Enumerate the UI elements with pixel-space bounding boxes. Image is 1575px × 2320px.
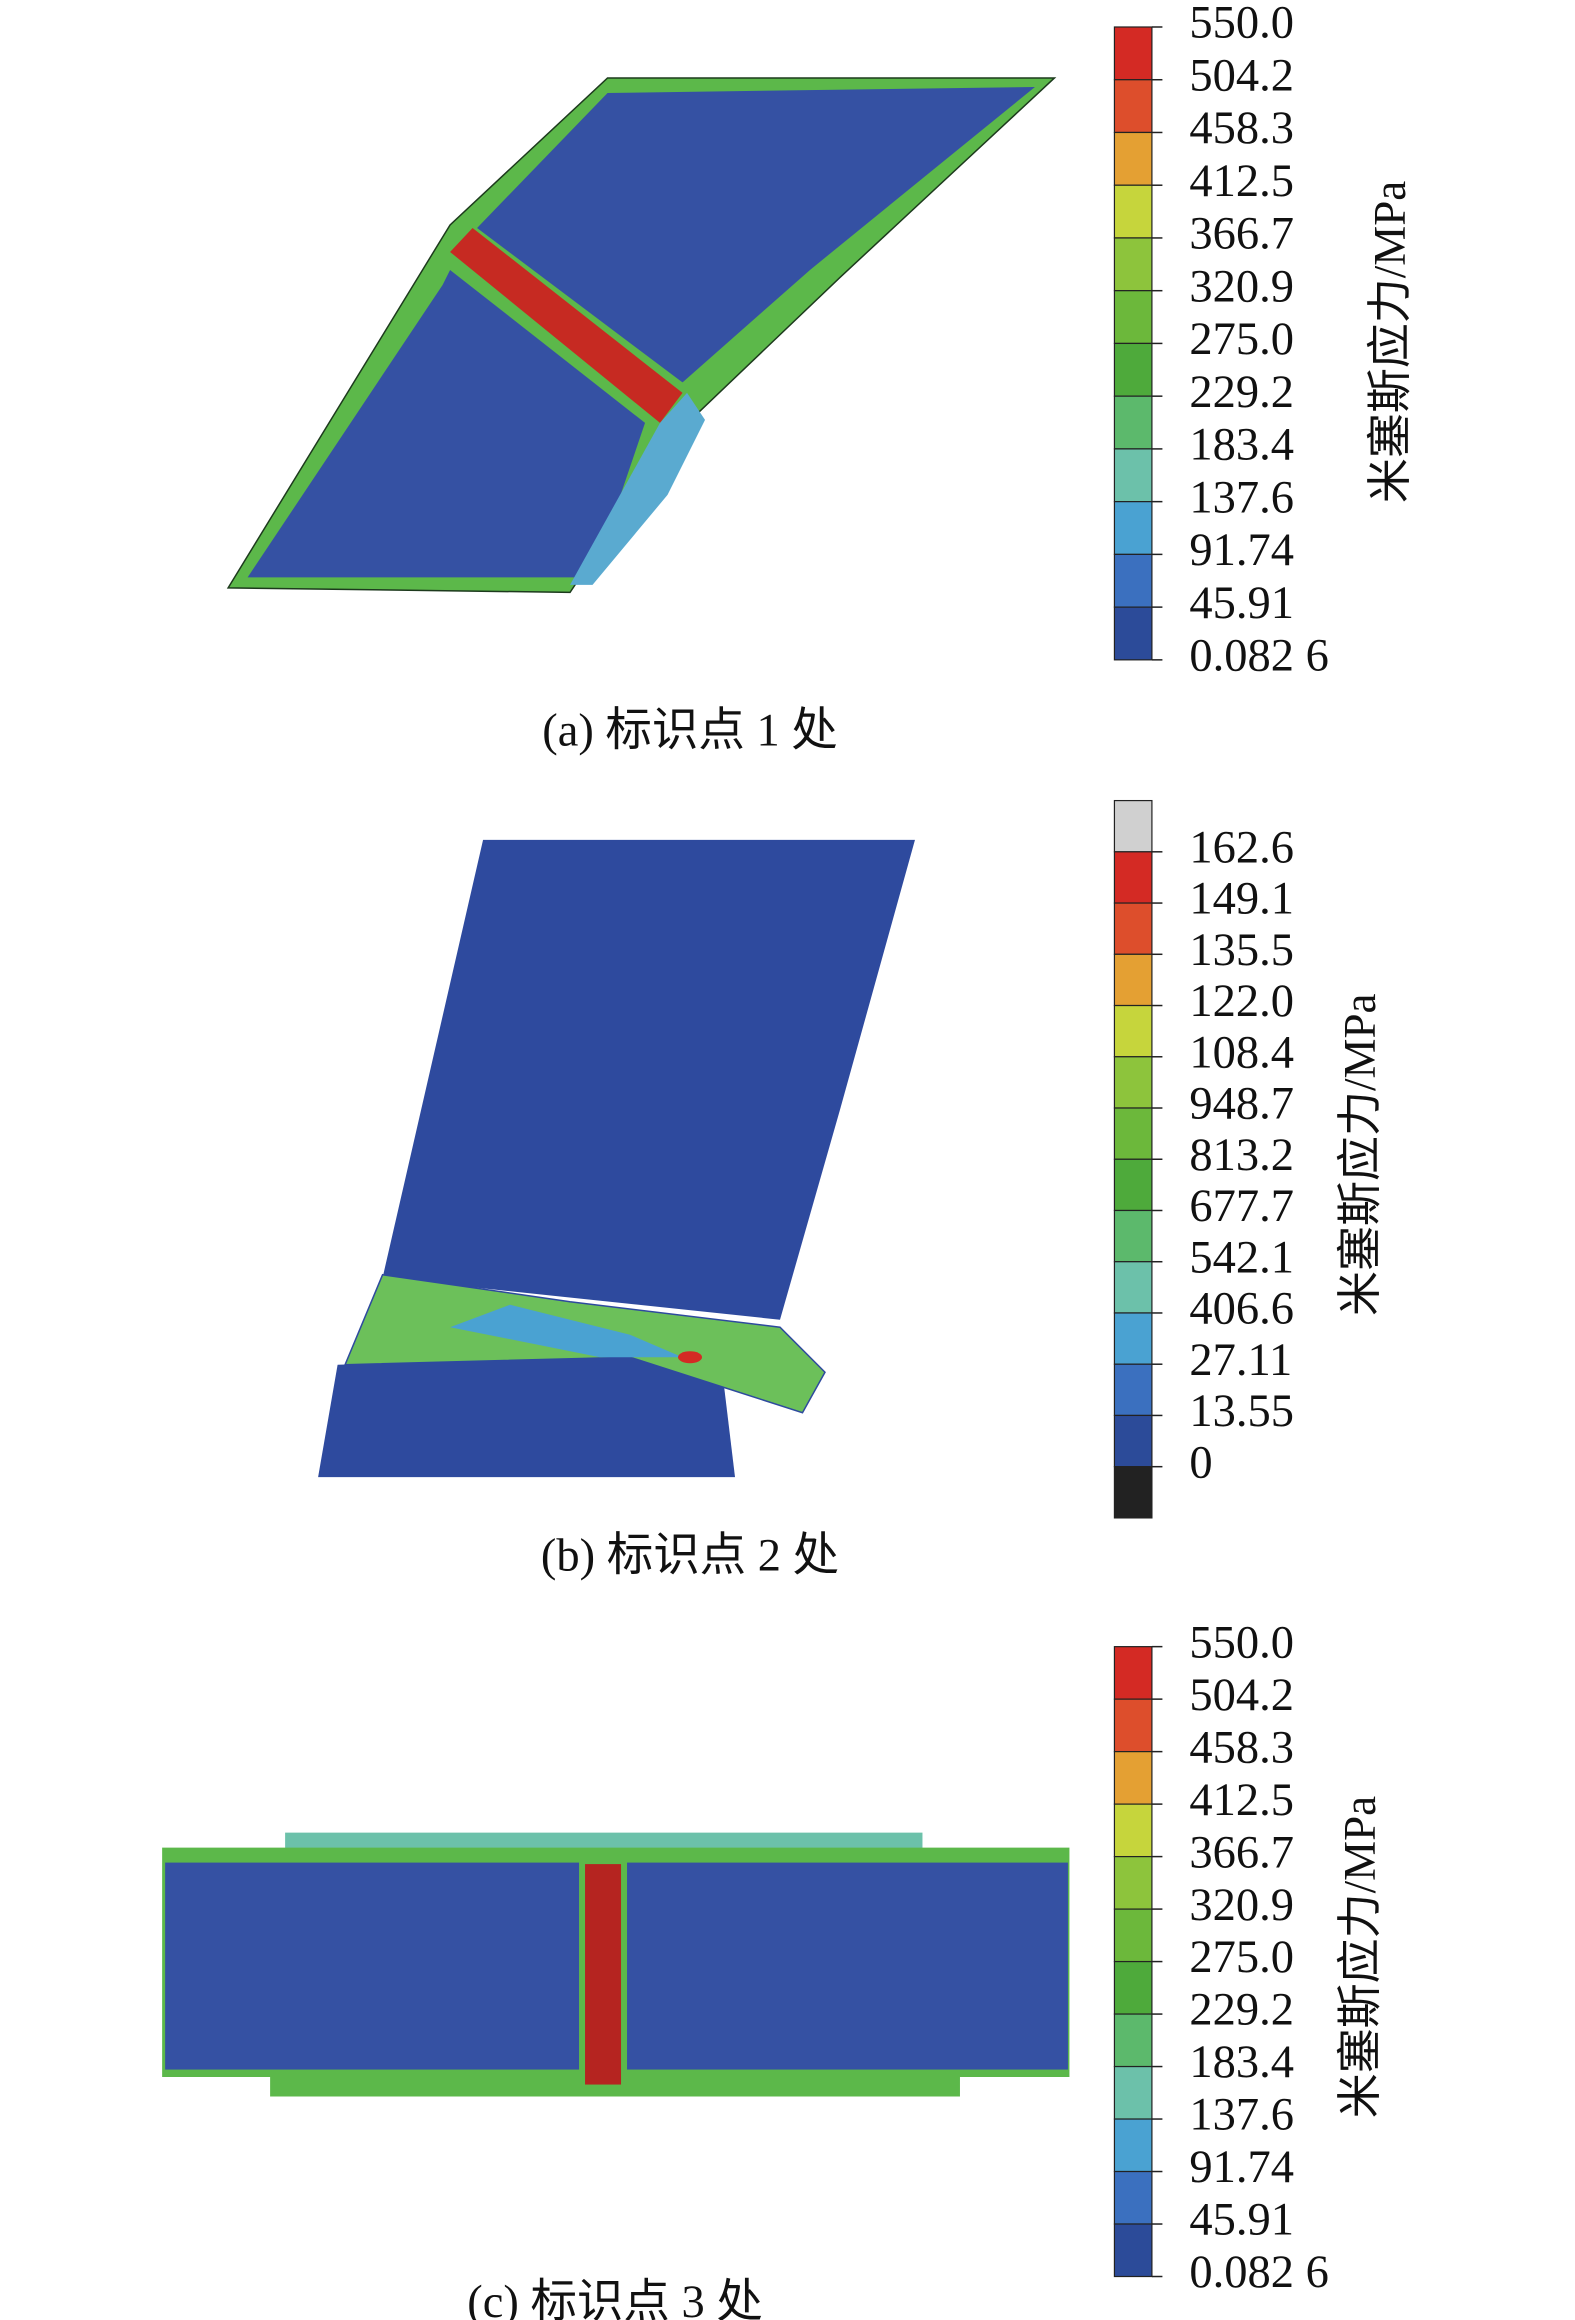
legend-label: 183.4 xyxy=(1189,420,1294,471)
color-bin xyxy=(1113,501,1153,555)
color-bin xyxy=(1113,953,1153,1007)
legend-title: 米塞斯应力/MPa xyxy=(1365,181,1415,503)
legend: 米塞斯应力/MPa 550.0504.2458.3412.5366.7320.9… xyxy=(1113,1617,1385,2298)
legend-label: 137.6 xyxy=(1189,472,1294,523)
color-bin xyxy=(1113,1414,1153,1468)
legend-label: 275.0 xyxy=(1189,1932,1294,1983)
color-bin xyxy=(1113,2223,1153,2278)
color-bin xyxy=(1113,2013,1153,2068)
color-bin xyxy=(1113,1312,1153,1365)
color-bin xyxy=(1113,1056,1153,1109)
legend-label: 458.3 xyxy=(1189,1722,1294,1773)
color-bin xyxy=(1113,606,1153,661)
color-bin xyxy=(1113,553,1153,608)
legend-title: 米塞斯应力/MPa xyxy=(1335,1796,1385,2118)
color-bin xyxy=(1113,290,1153,345)
legend-label: 13.55 xyxy=(1189,1386,1294,1437)
color-bin xyxy=(1113,1004,1153,1058)
caption: (a) 标识点 1 处 xyxy=(542,706,838,757)
color-bin xyxy=(1113,1261,1153,1314)
legend-label: 135.5 xyxy=(1189,925,1294,976)
color-bin xyxy=(1113,1466,1153,1519)
legend-label: 504.2 xyxy=(1189,1670,1294,1721)
legend-label: 149.1 xyxy=(1189,874,1294,925)
legend-label: 320.9 xyxy=(1189,261,1294,312)
color-bin xyxy=(1113,26,1153,81)
color-bin xyxy=(1113,902,1153,955)
color-bin xyxy=(1113,342,1153,397)
legend-label: 412.5 xyxy=(1189,156,1294,207)
color-bin xyxy=(1113,1646,1153,1700)
color-bin xyxy=(1113,799,1153,853)
legend-label: 458.3 xyxy=(1189,103,1294,154)
legend-label: 366.7 xyxy=(1189,209,1294,260)
caption: (b) 标识点 2 处 xyxy=(541,1530,839,1581)
legend-label: 183.4 xyxy=(1189,2037,1294,2088)
model-a xyxy=(226,77,1057,594)
color-bin xyxy=(1113,1698,1153,1753)
legend-label: 45.91 xyxy=(1189,2195,1294,2246)
legend-label: 320.9 xyxy=(1189,1880,1294,1931)
color-bin xyxy=(1113,237,1153,292)
color-bin xyxy=(1113,1209,1153,1263)
legend-label: 412.5 xyxy=(1189,1775,1294,1826)
legend-label: 542.1 xyxy=(1189,1232,1294,1283)
legend-label: 122.0 xyxy=(1189,976,1294,1027)
legend-label: 406.6 xyxy=(1189,1284,1294,1335)
legend-label: 550.0 xyxy=(1189,0,1294,49)
color-bin xyxy=(1113,184,1153,239)
legend-label: 45.91 xyxy=(1189,578,1294,629)
legend-label: 0.082 6 xyxy=(1189,2247,1328,2298)
color-bin xyxy=(1113,1908,1153,1963)
legend-label: 91.74 xyxy=(1189,525,1294,576)
caption: (c) 标识点 3 处 xyxy=(467,2277,763,2320)
legend-label: 108.4 xyxy=(1189,1027,1294,1078)
legend-label: 677.7 xyxy=(1189,1181,1294,1232)
legend-label: 948.7 xyxy=(1189,1079,1294,1130)
legend-title: 米塞斯应力/MPa xyxy=(1335,994,1385,1316)
legend-label: 91.74 xyxy=(1189,2142,1294,2193)
color-bin xyxy=(1113,1856,1153,1910)
color-bin xyxy=(1113,851,1153,904)
color-bin xyxy=(1113,1158,1153,1212)
legend-label: 27.11 xyxy=(1189,1335,1292,1386)
color-bin xyxy=(1113,131,1153,186)
color-bin xyxy=(1113,2118,1153,2173)
color-bin xyxy=(1113,1960,1153,2015)
legend-label: 504.2 xyxy=(1189,50,1294,101)
color-bin xyxy=(1113,2065,1153,2120)
legend-label: 137.6 xyxy=(1189,2090,1294,2141)
color-bin xyxy=(1113,1363,1153,1417)
color-bin xyxy=(1113,395,1153,450)
legend: 米塞斯应力/MPa 162.6149.1135.5122.0108.4948.7… xyxy=(1113,799,1385,1519)
legend: 米塞斯应力/MPa 550.0504.2458.3412.5366.7320.9… xyxy=(1113,0,1415,682)
legend-label: 275.0 xyxy=(1189,314,1294,365)
legend-label: 366.7 xyxy=(1189,1827,1294,1878)
model-c xyxy=(162,1832,1070,2097)
model-b xyxy=(318,839,915,1478)
color-bin xyxy=(1113,79,1153,134)
legend-label: 0 xyxy=(1189,1437,1212,1488)
color-bin xyxy=(1113,1803,1153,1858)
legend-label: 550.0 xyxy=(1189,1617,1294,1668)
color-bin xyxy=(1113,448,1153,503)
legend-label: 229.2 xyxy=(1189,367,1294,418)
color-bin xyxy=(1113,1751,1153,1805)
legend-label: 229.2 xyxy=(1189,1985,1294,2036)
color-bin xyxy=(1113,1107,1153,1160)
legend-label: 162.6 xyxy=(1189,822,1294,873)
legend-label: 0.082 6 xyxy=(1189,631,1328,682)
color-bin xyxy=(1113,2170,1153,2225)
legend-label: 813.2 xyxy=(1189,1130,1294,1181)
